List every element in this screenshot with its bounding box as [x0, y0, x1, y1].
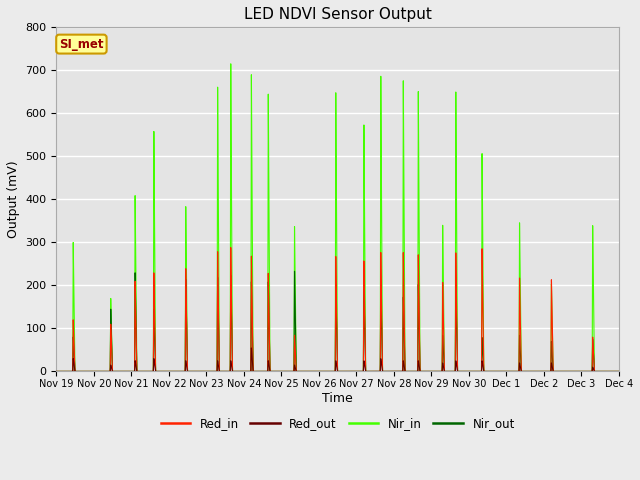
Red_in [614, 369, 621, 374]
Nir_out [541, 369, 549, 374]
Nir_out [557, 369, 564, 374]
Legend: Red_in, Red_out, Nir_in, Nir_out: Red_in, Red_out, Nir_in, Nir_out [156, 412, 520, 434]
Red_out [52, 369, 60, 374]
Red_in [305, 369, 313, 374]
Red_out [614, 369, 621, 374]
Nir_in [614, 369, 621, 374]
Nir_in [615, 369, 623, 374]
Title: LED NDVI Sensor Output: LED NDVI Sensor Output [244, 7, 431, 22]
Red_in [52, 369, 60, 374]
Nir_in [541, 369, 549, 374]
Red_in [615, 369, 623, 374]
Red_in [557, 369, 564, 374]
Nir_out [291, 268, 298, 274]
Red_in [412, 369, 419, 374]
Nir_out [615, 369, 623, 374]
Red_out [412, 369, 419, 374]
Nir_out [305, 369, 313, 374]
Nir_in [412, 369, 419, 374]
Nir_out [52, 369, 60, 374]
Red_out [607, 369, 615, 374]
Nir_in [607, 369, 615, 374]
Line: Nir_in: Nir_in [56, 64, 619, 372]
Nir_out [607, 369, 615, 374]
Text: SI_met: SI_met [59, 37, 104, 50]
X-axis label: Time: Time [323, 392, 353, 405]
Y-axis label: Output (mV): Output (mV) [7, 160, 20, 238]
Red_out [541, 369, 549, 374]
Line: Nir_out: Nir_out [56, 271, 619, 372]
Red_in [541, 369, 549, 374]
Nir_in [557, 369, 564, 374]
Nir_in [227, 61, 235, 67]
Line: Red_in: Red_in [56, 248, 619, 372]
Nir_in [52, 369, 60, 374]
Nir_out [614, 369, 621, 374]
Red_in [607, 369, 615, 374]
Nir_in [305, 369, 313, 374]
Nir_out [412, 369, 419, 374]
Red_out [305, 369, 313, 374]
Red_out [615, 369, 623, 374]
Red_out [557, 369, 564, 374]
Red_in [227, 245, 235, 251]
Red_out [248, 345, 255, 351]
Line: Red_out: Red_out [56, 348, 619, 372]
